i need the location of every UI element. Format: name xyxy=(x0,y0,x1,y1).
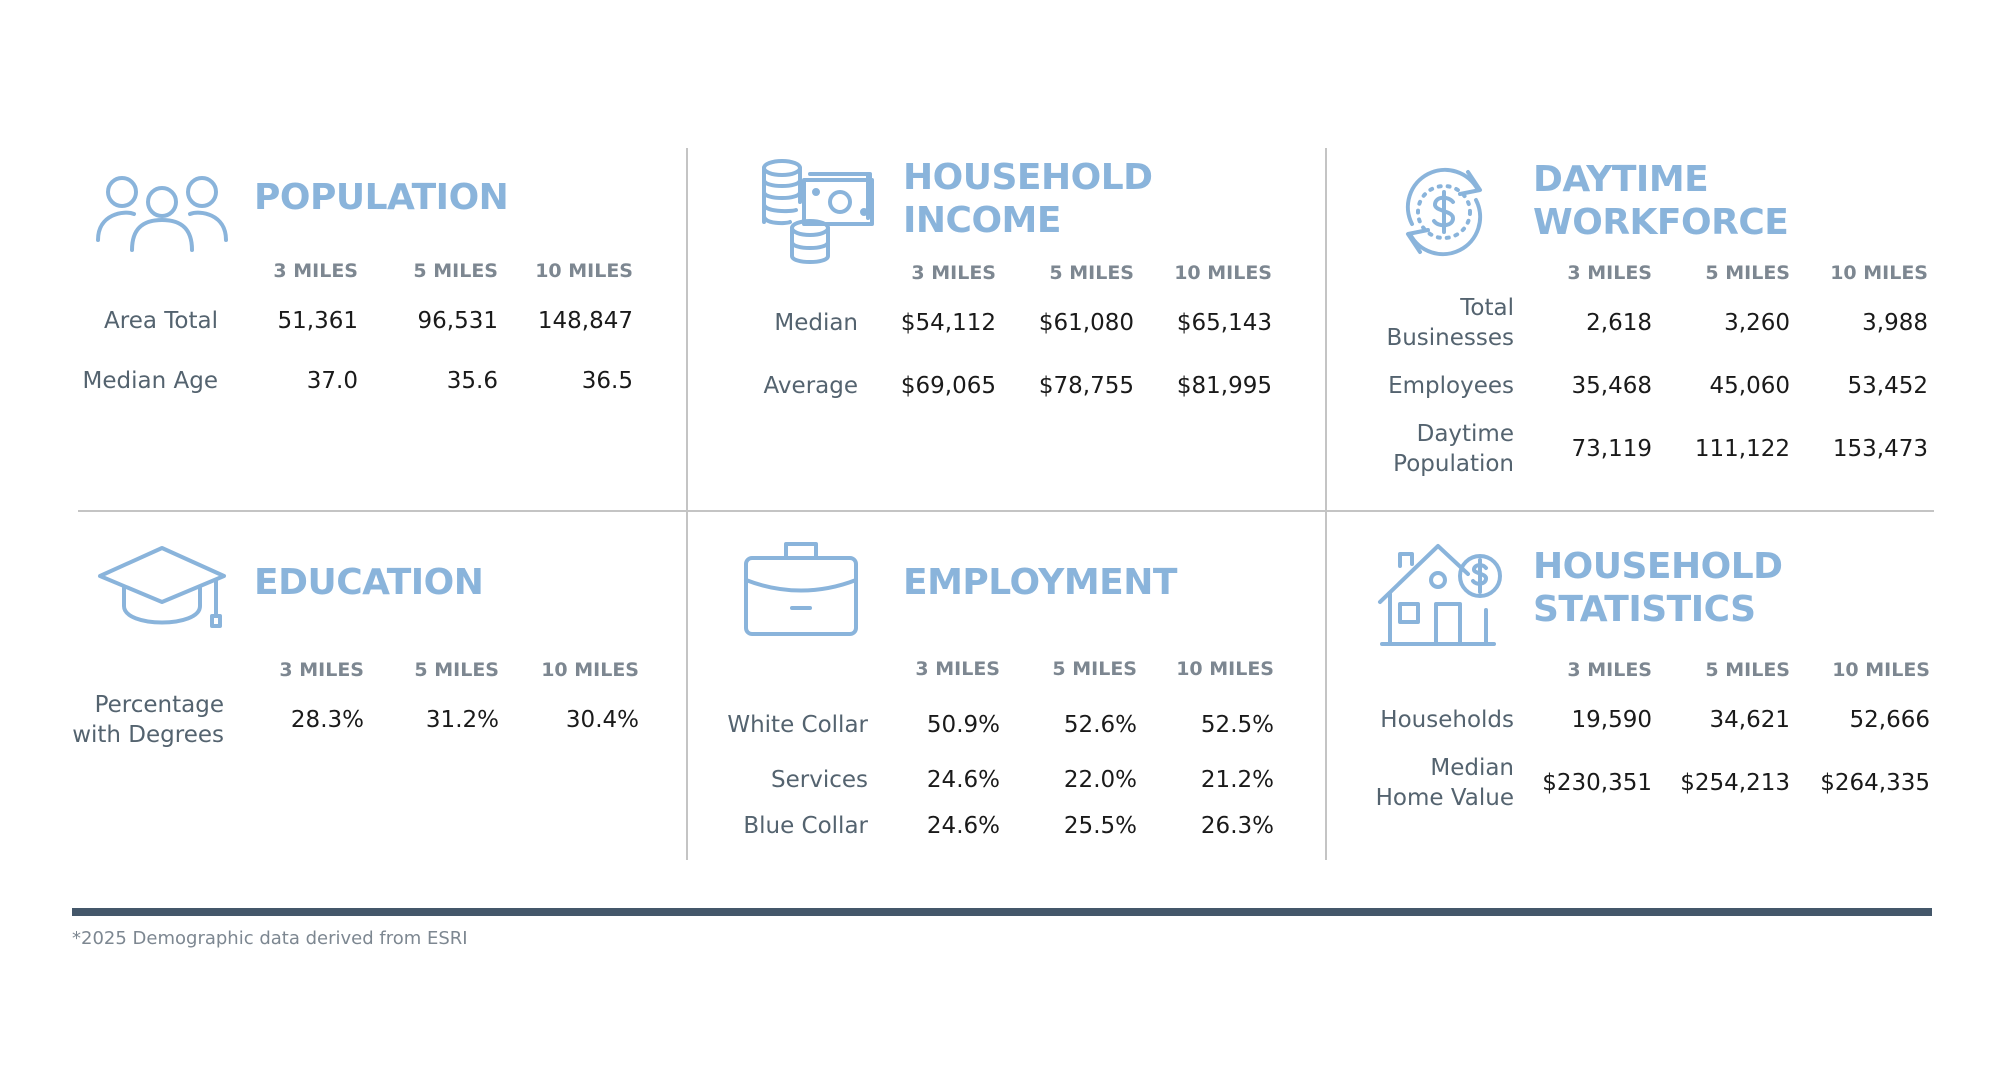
household-income-value: $81,995 xyxy=(1176,373,1272,399)
household-statistics-row-label-line2: Home Value xyxy=(1375,785,1514,811)
population-value: 35.6 xyxy=(446,368,498,394)
household-income-title-line1: HOUSEHOLD xyxy=(903,157,1153,198)
employment-row-label: Blue Collar xyxy=(743,813,868,839)
daytime-workforce-title-line2: WORKFORCE xyxy=(1533,202,1789,243)
people-group-icon xyxy=(96,176,228,252)
daytime-workforce-value: 111,122 xyxy=(1694,436,1790,462)
household-income-value: $78,755 xyxy=(1038,373,1134,399)
employment-value: 26.3% xyxy=(1200,813,1274,839)
education-value: 31.2% xyxy=(425,707,499,733)
employment-value: 52.6% xyxy=(1063,712,1137,738)
education-header-10mi: 10 MILES xyxy=(541,659,639,681)
household-income-value: $65,143 xyxy=(1176,310,1272,336)
employment-value: 52.5% xyxy=(1200,712,1274,738)
household-statistics-header-3mi: 3 MILES xyxy=(1567,659,1652,681)
household-income-header-5mi: 5 MILES xyxy=(1049,262,1134,284)
house-dollar-icon xyxy=(1378,544,1502,646)
household-statistics-value: 34,621 xyxy=(1709,707,1790,733)
briefcase-icon xyxy=(744,542,858,636)
population-title: POPULATION xyxy=(254,177,509,218)
population-header-10mi: 10 MILES xyxy=(535,260,633,282)
divider-vertical-left xyxy=(686,148,688,860)
education-header-3mi: 3 MILES xyxy=(279,659,364,681)
household-income-row-label: Median xyxy=(774,310,858,336)
daytime-workforce-header-5mi: 5 MILES xyxy=(1705,262,1790,284)
household-statistics-row-label-line1: Median xyxy=(1430,755,1514,781)
daytime-workforce-row-label-line2: Businesses xyxy=(1386,325,1514,351)
household-income-value: $69,065 xyxy=(900,373,996,399)
daytime-workforce-header-10mi: 10 MILES xyxy=(1830,262,1928,284)
population-value: 36.5 xyxy=(581,368,633,394)
education-value: 30.4% xyxy=(565,707,639,733)
household-statistics-header-5mi: 5 MILES xyxy=(1705,659,1790,681)
daytime-workforce-row-label-line1: Daytime xyxy=(1416,421,1514,447)
population-value: 37.0 xyxy=(306,368,358,394)
population-value: 51,361 xyxy=(277,308,358,334)
daytime-workforce-value: 153,473 xyxy=(1832,436,1928,462)
household-income-title-line2: INCOME xyxy=(903,200,1061,241)
employment-value: 22.0% xyxy=(1063,767,1137,793)
daytime-workforce-row-label-line1: Total xyxy=(1460,295,1514,321)
employment-value: 21.2% xyxy=(1200,767,1274,793)
employment-header-10mi: 10 MILES xyxy=(1176,658,1274,680)
population-value: 148,847 xyxy=(537,308,633,334)
population-value: 96,531 xyxy=(417,308,498,334)
household-statistics-title-line1: HOUSEHOLD xyxy=(1533,546,1783,587)
population-header-3mi: 3 MILES xyxy=(273,260,358,282)
household-income-value: $61,080 xyxy=(1038,310,1134,336)
population-header-5mi: 5 MILES xyxy=(413,260,498,282)
daytime-workforce-value: 53,452 xyxy=(1847,373,1928,399)
footer-note: *2025 Demographic data derived from ESRI xyxy=(72,928,468,949)
employment-header-3mi: 3 MILES xyxy=(915,658,1000,680)
divider-vertical-right xyxy=(1325,148,1327,860)
daytime-workforce-title-line1: DAYTIME xyxy=(1533,159,1709,200)
daytime-workforce-value: 45,060 xyxy=(1709,373,1790,399)
education-row-label-line1: Percentage xyxy=(94,692,224,718)
graduation-cap-icon xyxy=(98,546,226,628)
household-statistics-value: $264,335 xyxy=(1820,770,1930,796)
daytime-workforce-value: 35,468 xyxy=(1571,373,1652,399)
employment-header-5mi: 5 MILES xyxy=(1052,658,1137,680)
employment-value: 24.6% xyxy=(926,813,1000,839)
daytime-workforce-row-label-line2: Population xyxy=(1393,451,1514,477)
household-income-header-10mi: 10 MILES xyxy=(1174,262,1272,284)
household-statistics-title-line2: STATISTICS xyxy=(1533,589,1756,630)
household-income-row-label: Average xyxy=(763,373,858,399)
education-value: 28.3% xyxy=(290,707,364,733)
education-title: EDUCATION xyxy=(254,562,484,603)
employment-row-label: Services xyxy=(771,767,868,793)
household-statistics-header-10mi: 10 MILES xyxy=(1832,659,1930,681)
education-row-label-line2: with Degrees xyxy=(72,722,224,748)
employment-title: EMPLOYMENT xyxy=(903,562,1177,603)
daytime-workforce-header-3mi: 3 MILES xyxy=(1567,262,1652,284)
employment-value: 50.9% xyxy=(926,712,1000,738)
household-income-value: $54,112 xyxy=(900,310,996,336)
household-statistics-value: $254,213 xyxy=(1680,770,1790,796)
daytime-workforce-value: 2,618 xyxy=(1586,310,1652,336)
population-row-label: Area Total xyxy=(104,308,218,334)
education-header-5mi: 5 MILES xyxy=(414,659,499,681)
household-statistics-row-label: Households xyxy=(1380,707,1514,733)
household-statistics-value: 52,666 xyxy=(1849,707,1930,733)
daytime-workforce-row-label: Employees xyxy=(1388,373,1514,399)
daytime-workforce-value: 3,988 xyxy=(1862,310,1928,336)
dollar-cycle-icon xyxy=(1405,167,1483,257)
employment-row-label: White Collar xyxy=(727,712,868,738)
footer-rule xyxy=(72,908,1932,916)
household-income-header-3mi: 3 MILES xyxy=(911,262,996,284)
population-row-label: Median Age xyxy=(82,368,218,394)
employment-value: 24.6% xyxy=(926,767,1000,793)
employment-value: 25.5% xyxy=(1063,813,1137,839)
household-statistics-value: 19,590 xyxy=(1571,707,1652,733)
daytime-workforce-value: 3,260 xyxy=(1724,310,1790,336)
daytime-workforce-value: 73,119 xyxy=(1571,436,1652,462)
money-stack-icon xyxy=(762,159,874,264)
divider-horizontal xyxy=(78,510,1934,512)
household-statistics-value: $230,351 xyxy=(1542,770,1652,796)
